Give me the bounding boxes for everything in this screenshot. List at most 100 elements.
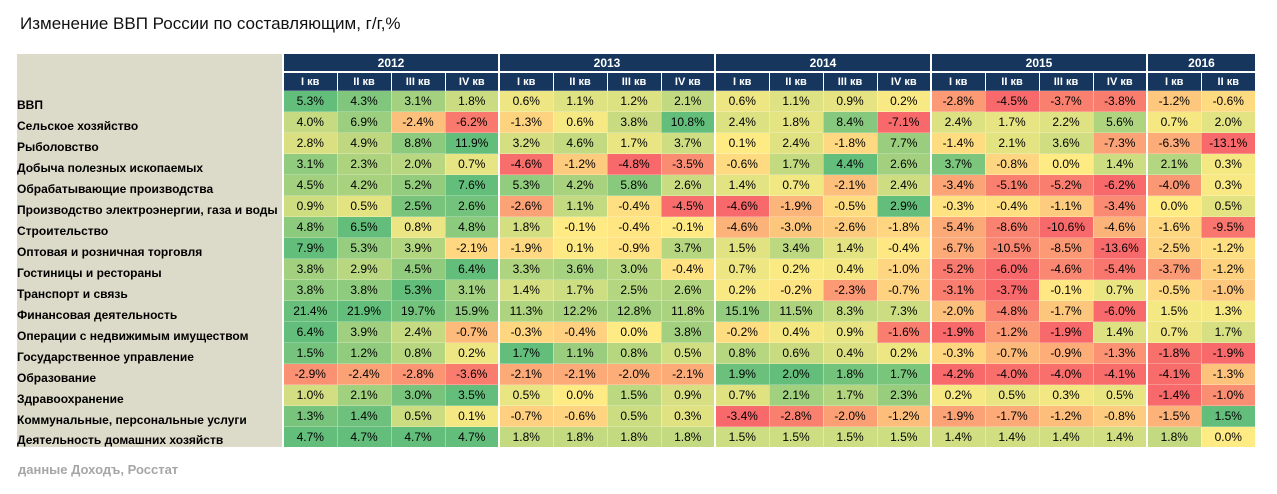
heatmap-cell: -4.1%: [1146, 363, 1201, 385]
heatmap-cell: -4.0%: [984, 363, 1039, 385]
heatmap-cell: 1.1%: [552, 195, 607, 217]
heatmap-cell: 2.4%: [876, 174, 931, 196]
table-row: Образование -2.9% -2.4% -2.8% -3.6% -2.1% -2.1…: [17, 363, 1255, 385]
heatmap-cell: -1.3%: [498, 111, 553, 133]
heatmap-cell: -1.4%: [930, 132, 985, 154]
heatmap-cell: -13.1%: [1200, 132, 1255, 154]
heatmap-cell: 2.1%: [984, 132, 1039, 154]
heatmap-cell: -2.4%: [390, 111, 445, 133]
heatmap-cell: 2.3%: [336, 153, 391, 175]
table-row: Строительство 4.8% 6.5% 0.8% 4.8% 1.8% -0.1% -0…: [17, 216, 1255, 238]
heatmap-cell: 0.2%: [714, 279, 769, 301]
heatmap-cell: 21.4%: [282, 300, 337, 322]
heatmap-cell: -8.5%: [1038, 237, 1093, 259]
heatmap-cell: 10.8%: [660, 111, 715, 133]
heatmap-cell: 3.0%: [606, 258, 661, 280]
heatmap-cell: -6.0%: [984, 258, 1039, 280]
heatmap-cell: 2.2%: [1038, 111, 1093, 133]
quarter-header: III кв: [1038, 71, 1093, 91]
heatmap-cell: 0.3%: [1200, 153, 1255, 175]
heatmap-cell: -8.6%: [984, 216, 1039, 238]
heatmap-cell: -5.1%: [984, 174, 1039, 196]
heatmap-cell: -4.6%: [1038, 258, 1093, 280]
heatmap-cell: -0.1%: [552, 216, 607, 238]
heatmap-cell: 1.8%: [552, 426, 607, 447]
heatmap-cell: 1.2%: [336, 342, 391, 364]
heatmap-cell: 1.5%: [1146, 300, 1201, 322]
heatmap-cell: -6.3%: [1146, 132, 1201, 154]
heatmap-cell: 5.6%: [1092, 111, 1147, 133]
heatmap-cell: 0.2%: [444, 342, 499, 364]
row-label: ВВП: [17, 90, 283, 112]
heatmap-cell: 4.5%: [390, 258, 445, 280]
heatmap-cell: -6.0%: [1092, 300, 1147, 322]
quarter-header: III кв: [390, 71, 445, 91]
quarter-header-row: I кв II кв III кв IV кв I кв II кв III кв IV кв…: [17, 71, 1255, 91]
heatmap-cell: 0.8%: [390, 216, 445, 238]
heatmap-cell: 0.3%: [1200, 174, 1255, 196]
heatmap-cell: -0.3%: [930, 342, 985, 364]
heatmap-cell: 2.6%: [660, 174, 715, 196]
heatmap-cell: -2.8%: [930, 90, 985, 112]
heatmap-cell: -3.4%: [930, 174, 985, 196]
row-label: Операции с недвижимым имуществом: [17, 321, 283, 343]
table-row: Коммунальные, персональные услуги 1.3% 1.4…: [17, 405, 1255, 427]
heatmap-cell: 6.4%: [444, 258, 499, 280]
heatmap-cell: 1.4%: [1038, 426, 1093, 447]
heatmap-cell: -0.4%: [552, 321, 607, 343]
heatmap-cell: 8.4%: [822, 111, 877, 133]
heatmap-cell: -1.2%: [876, 405, 931, 427]
heatmap-cell: -3.0%: [768, 216, 823, 238]
heatmap-cell: 1.1%: [552, 90, 607, 112]
heatmap-cell: -2.0%: [822, 405, 877, 427]
heatmap-cell: 2.3%: [876, 384, 931, 406]
table-row: Транспорт и связь 3.8% 3.8% 5.3% 3.1% 1.4% 1.7…: [17, 279, 1255, 301]
heatmap-cell: -1.0%: [876, 258, 931, 280]
heatmap-cell: -5.4%: [1092, 258, 1147, 280]
heatmap-cell: 0.9%: [822, 321, 877, 343]
quarter-header: II кв: [768, 71, 823, 91]
heatmap-cell: 0.4%: [768, 321, 823, 343]
heatmap-cell: 2.6%: [876, 153, 931, 175]
heatmap-cell: 0.5%: [1092, 384, 1147, 406]
heatmap-cell: 3.1%: [444, 279, 499, 301]
heatmap-cell: -1.8%: [1146, 342, 1201, 364]
heatmap-cell: -1.3%: [1200, 363, 1255, 385]
row-label: Сельское хозяйство: [17, 111, 283, 133]
row-label: Здравоохранение: [17, 384, 283, 406]
heatmap-cell: 0.6%: [498, 90, 553, 112]
heatmap-cell: 1.7%: [1200, 321, 1255, 343]
table-row: Обрабатывающие производства 4.5% 4.2% 5.2% 7…: [17, 174, 1255, 196]
heatmap-cell: 2.5%: [606, 279, 661, 301]
heatmap-cell: -2.1%: [660, 363, 715, 385]
heatmap-cell: 0.6%: [714, 90, 769, 112]
heatmap-cell: 0.8%: [714, 342, 769, 364]
heatmap-cell: 3.3%: [498, 258, 553, 280]
heatmap-cell: -0.4%: [984, 195, 1039, 217]
heatmap-cell: 0.5%: [660, 342, 715, 364]
heatmap-cell: 3.6%: [1038, 132, 1093, 154]
heatmap-cell: -0.6%: [1200, 90, 1255, 112]
heatmap-cell: -0.8%: [984, 153, 1039, 175]
heatmap-cell: -3.4%: [1092, 195, 1147, 217]
row-label: Деятельность домашних хозяйств: [17, 426, 283, 447]
heatmap-cell: -0.4%: [606, 216, 661, 238]
heatmap-cell: -3.8%: [1092, 90, 1147, 112]
heatmap-cell: 0.7%: [714, 258, 769, 280]
heatmap-cell: 3.5%: [444, 384, 499, 406]
heatmap-cell: 8.8%: [390, 132, 445, 154]
heatmap-cell: 4.2%: [552, 174, 607, 196]
heatmap-cell: -2.0%: [930, 300, 985, 322]
table-row: Добыча полезных ископаемых 3.1% 2.3% 2.0% 0.…: [17, 153, 1255, 175]
row-label: Обрабатывающие производства: [17, 174, 283, 196]
heatmap-cell: -1.9%: [930, 321, 985, 343]
heatmap-cell: 0.5%: [498, 384, 553, 406]
heatmap-cell: 4.4%: [822, 153, 877, 175]
heatmap-cell: 0.0%: [1146, 195, 1201, 217]
heatmap-cell: 1.7%: [822, 384, 877, 406]
table-row: Здравоохранение 1.0% 2.1% 3.0% 3.5% 0.5% 0.0% 1…: [17, 384, 1255, 406]
heatmap-cell: -0.3%: [930, 195, 985, 217]
heatmap-cell: -1.9%: [930, 405, 985, 427]
heatmap-cell: -4.6%: [1092, 216, 1147, 238]
heatmap-cell: -1.9%: [498, 237, 553, 259]
